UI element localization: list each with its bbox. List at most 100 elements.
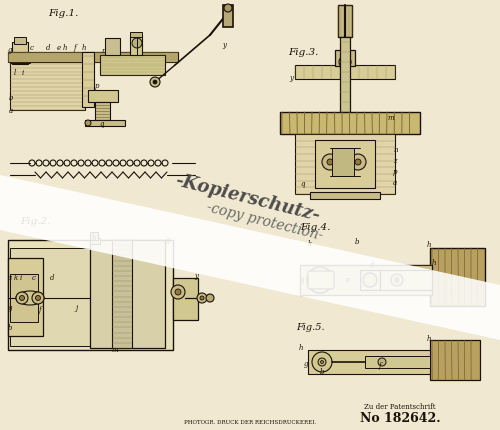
Circle shape [318, 278, 322, 282]
Text: m: m [388, 114, 394, 122]
Bar [112, 240, 132, 348]
Circle shape [312, 352, 332, 372]
Bar [82, 52, 94, 107]
Circle shape [20, 295, 24, 301]
Text: b: b [320, 368, 324, 376]
Text: g: g [300, 276, 304, 284]
Circle shape [175, 289, 181, 295]
Text: q: q [99, 120, 103, 128]
Text: g: g [8, 46, 12, 54]
Circle shape [150, 77, 160, 87]
Text: g: g [166, 236, 170, 244]
Circle shape [307, 267, 333, 293]
Bar [335, 50, 355, 66]
Text: k: k [308, 240, 312, 248]
Circle shape [355, 159, 361, 165]
Bar [90, 238, 100, 244]
Bar [380, 270, 432, 290]
Circle shape [322, 154, 338, 170]
Bar [95, 102, 110, 120]
Text: Fig.1.: Fig.1. [48, 9, 78, 18]
Text: h: h [82, 44, 86, 52]
Text: c: c [30, 44, 34, 52]
Circle shape [320, 360, 324, 363]
Text: q: q [300, 180, 304, 188]
Bar [8, 52, 178, 62]
Text: y: y [289, 74, 293, 82]
Bar [12, 42, 28, 64]
Circle shape [85, 120, 91, 126]
Circle shape [350, 154, 366, 170]
Text: m: m [112, 346, 118, 354]
Bar [90, 240, 165, 348]
Bar [88, 90, 118, 102]
Text: PHOTOGR. DRUCK DER REICHSDRUCKEREI.: PHOTOGR. DRUCK DER REICHSDRUCKEREI. [184, 420, 316, 424]
Bar [105, 38, 120, 55]
Text: i: i [20, 274, 22, 282]
Text: b: b [8, 324, 12, 332]
Text: y: y [194, 272, 198, 280]
Text: d: d [46, 44, 50, 52]
Text: a: a [9, 107, 13, 115]
Text: h: h [427, 335, 432, 343]
Bar [10, 60, 85, 110]
Circle shape [36, 295, 41, 301]
Text: i: i [22, 69, 24, 77]
Text: e: e [346, 276, 350, 284]
Text: f: f [73, 44, 76, 52]
Text: j: j [75, 304, 77, 312]
Circle shape [153, 80, 157, 84]
Bar [430, 340, 480, 380]
Text: n: n [393, 146, 398, 154]
Bar [130, 35, 142, 55]
Circle shape [206, 294, 214, 302]
Bar [300, 265, 432, 295]
Circle shape [327, 159, 333, 165]
Bar [10, 274, 38, 322]
Bar [338, 5, 352, 37]
Text: d: d [370, 261, 374, 269]
Bar [10, 55, 30, 63]
Text: h: h [63, 44, 68, 52]
Text: a: a [8, 274, 12, 282]
Text: c: c [32, 274, 36, 282]
Text: z: z [393, 157, 397, 165]
Bar [100, 55, 165, 75]
Bar [295, 134, 395, 194]
Circle shape [391, 274, 403, 286]
Circle shape [395, 278, 399, 282]
Bar [8, 258, 43, 336]
Text: h: h [299, 344, 304, 352]
Bar [360, 270, 380, 290]
Text: p: p [95, 82, 100, 90]
Circle shape [197, 293, 207, 303]
Text: f: f [38, 306, 40, 314]
Bar [332, 148, 354, 176]
Text: -copy protection-: -copy protection- [206, 201, 324, 243]
Text: l: l [14, 69, 16, 77]
Text: Zu der Patentschrift: Zu der Patentschrift [364, 403, 436, 411]
Circle shape [378, 358, 386, 366]
Circle shape [339, 56, 351, 68]
FancyBboxPatch shape [308, 271, 334, 289]
Bar [8, 240, 173, 350]
Text: f: f [378, 362, 380, 370]
Bar [365, 356, 430, 368]
Bar [315, 140, 375, 188]
Bar [173, 278, 198, 320]
Text: a: a [393, 179, 397, 187]
Bar [10, 248, 165, 346]
Bar [85, 120, 125, 126]
Text: b: b [355, 238, 360, 246]
Text: b: b [9, 94, 14, 102]
Bar [130, 32, 142, 37]
Text: -Kopierschutz-: -Kopierschutz- [174, 171, 322, 225]
Text: h: h [432, 259, 436, 267]
Polygon shape [0, 175, 500, 340]
Circle shape [32, 292, 44, 304]
Text: g: g [304, 360, 308, 368]
Bar [430, 248, 485, 306]
Text: No 182642.: No 182642. [360, 412, 440, 424]
Bar [310, 192, 380, 199]
Bar [14, 37, 26, 44]
